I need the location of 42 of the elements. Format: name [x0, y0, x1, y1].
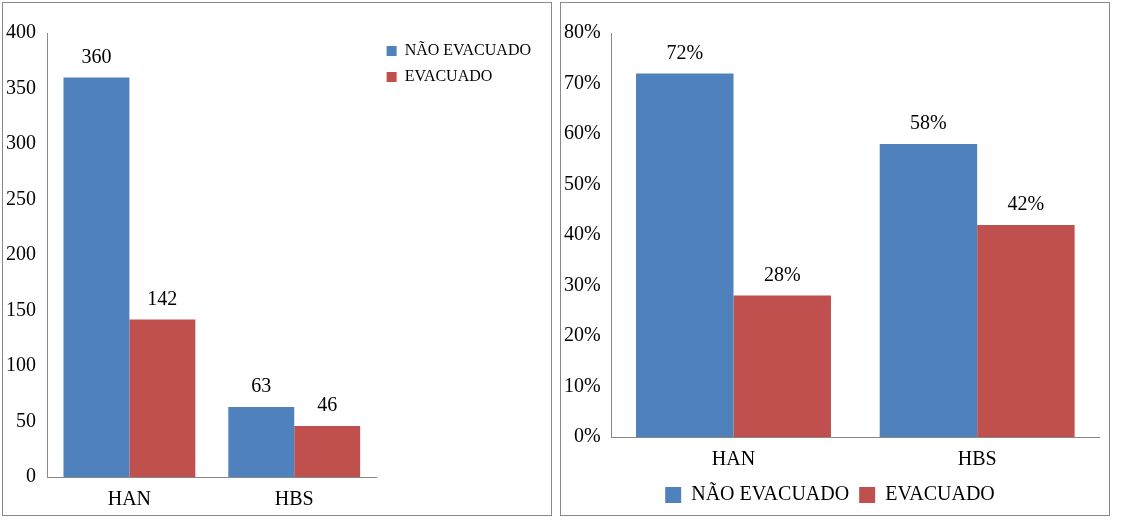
legend-label: EVACUADO — [404, 67, 493, 85]
bar — [63, 77, 130, 477]
data-label: 42% — [1007, 192, 1045, 215]
y-tick-label: 0% — [573, 424, 601, 447]
y-tick-label: 30% — [563, 272, 601, 295]
y-tick-label: 80% — [563, 20, 601, 43]
y-tick-label: 150 — [6, 297, 36, 320]
y-tick-label: 250 — [6, 186, 36, 209]
bar — [879, 144, 978, 437]
y-tick-label: 300 — [6, 131, 36, 154]
data-label: 28% — [763, 262, 801, 285]
legend-label: NÃO EVACUADO — [691, 481, 850, 505]
x-tick-label: HAN — [107, 487, 152, 510]
legend-label: EVACUADO — [885, 482, 995, 505]
data-label: 72% — [666, 40, 704, 63]
y-tick-label: 200 — [6, 242, 36, 265]
x-tick-label: HBS — [957, 447, 997, 470]
x-tick-label: HAN — [711, 447, 756, 470]
data-label: 58% — [910, 111, 947, 134]
y-tick-label: 50% — [563, 171, 601, 194]
data-label: 142 — [147, 286, 178, 309]
bar — [129, 319, 196, 477]
x-tick-label: HBS — [274, 487, 314, 510]
y-tick-label: 60% — [563, 121, 601, 144]
y-tick-label: 0 — [26, 464, 36, 487]
y-tick-label: 100 — [6, 353, 36, 376]
data-label: 46 — [317, 393, 338, 416]
bar — [733, 295, 831, 437]
y-tick-label: 20% — [563, 323, 601, 346]
y-tick-label: 400 — [6, 20, 36, 43]
y-tick-label: 40% — [563, 222, 601, 245]
y-tick-label: 50 — [16, 408, 36, 431]
legend-label: NÃO EVACUADO — [404, 41, 531, 59]
data-label: 63 — [251, 374, 272, 397]
bar — [294, 425, 361, 477]
y-tick-label: 10% — [563, 373, 601, 396]
y-tick-label: 70% — [563, 70, 601, 93]
bar — [228, 407, 295, 477]
data-label: 360 — [81, 44, 112, 67]
bar — [636, 73, 734, 437]
bar — [977, 224, 1075, 437]
y-tick-label: 350 — [6, 75, 36, 98]
